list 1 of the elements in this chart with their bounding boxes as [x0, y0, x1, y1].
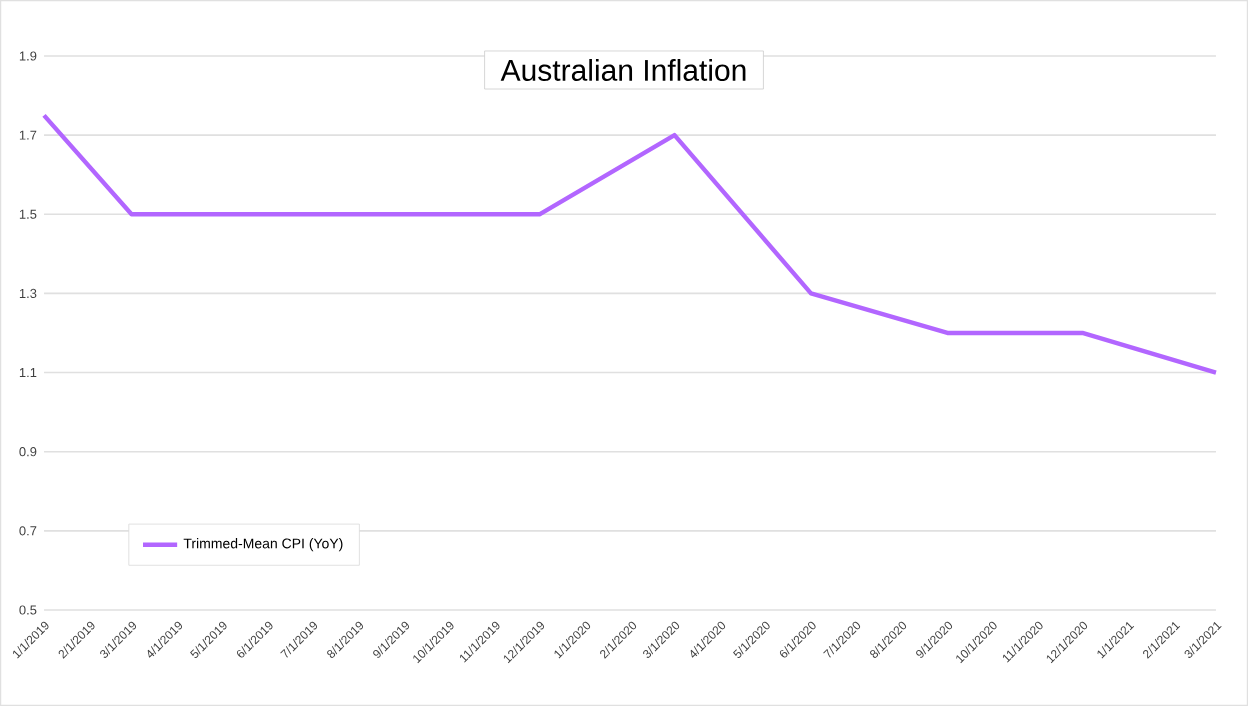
chart-title: Australian Inflation	[500, 58, 746, 81]
